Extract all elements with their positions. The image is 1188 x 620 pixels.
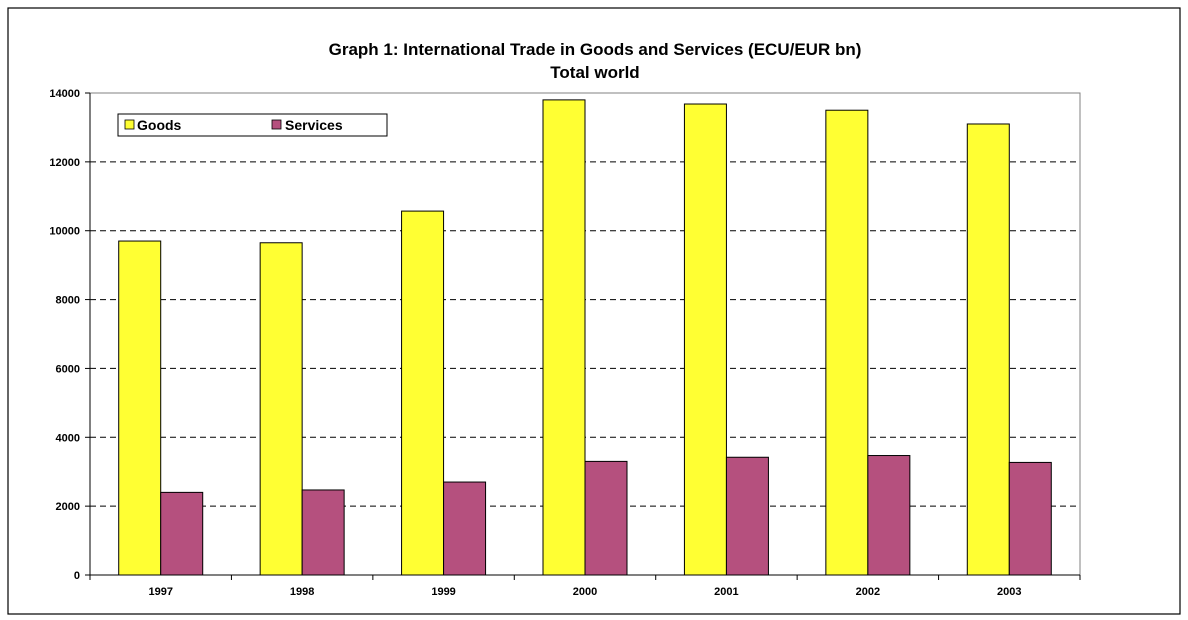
bar-goods-2001 [683, 103, 727, 576]
x-tick-label: 1999 [431, 586, 455, 598]
y-axis-tick-labels: 0 2000 4000 6000 8000 10000 12000 14000 [49, 88, 80, 582]
y-tick-label: 10000 [49, 226, 80, 238]
y-tick-label: 0 [74, 570, 80, 582]
x-tick-label: 1997 [148, 586, 172, 598]
x-tick-label: 1998 [290, 586, 314, 598]
bar-services-1999 [443, 481, 487, 576]
legend-swatch-services [271, 119, 282, 130]
x-tick-label: 2000 [573, 586, 597, 598]
chart-subtitle: Total world [550, 63, 639, 82]
bar-services-2001 [725, 456, 769, 576]
bar-goods-2002 [825, 109, 869, 576]
bar-services-2003 [1008, 461, 1052, 576]
bar-services-1998 [301, 489, 345, 576]
x-tick-label: 2001 [714, 586, 738, 598]
bar-goods-2000 [542, 99, 586, 576]
bar-goods-1997 [118, 240, 162, 576]
bar-goods-1998 [259, 242, 303, 576]
legend-swatch-goods [124, 119, 135, 130]
bar-services-2002 [867, 455, 911, 576]
y-tick-label: 12000 [49, 157, 80, 169]
legend-label-goods: Goods [137, 117, 182, 133]
bar-services-2000 [584, 460, 628, 576]
y-tick-label: 6000 [56, 363, 80, 375]
bar-services-1997 [160, 491, 204, 576]
y-tick-label: 2000 [56, 501, 80, 513]
x-tick-label: 2003 [997, 586, 1021, 598]
bars [118, 99, 1052, 576]
x-axis-tick-labels: 1997 1998 1999 2000 2001 2002 2003 [148, 586, 1021, 598]
axes [85, 92, 1081, 580]
bar-goods-1999 [401, 210, 445, 576]
x-tick-label: 2002 [856, 586, 880, 598]
chart-title: Graph 1: International Trade in Goods an… [329, 40, 862, 59]
y-tick-label: 4000 [56, 432, 80, 444]
y-tick-label: 8000 [56, 295, 80, 307]
y-tick-label: 14000 [49, 88, 80, 100]
legend-box [117, 113, 388, 137]
legend: Goods Services [117, 113, 388, 137]
legend-label-services: Services [285, 117, 343, 133]
bar-goods-2003 [966, 123, 1010, 576]
